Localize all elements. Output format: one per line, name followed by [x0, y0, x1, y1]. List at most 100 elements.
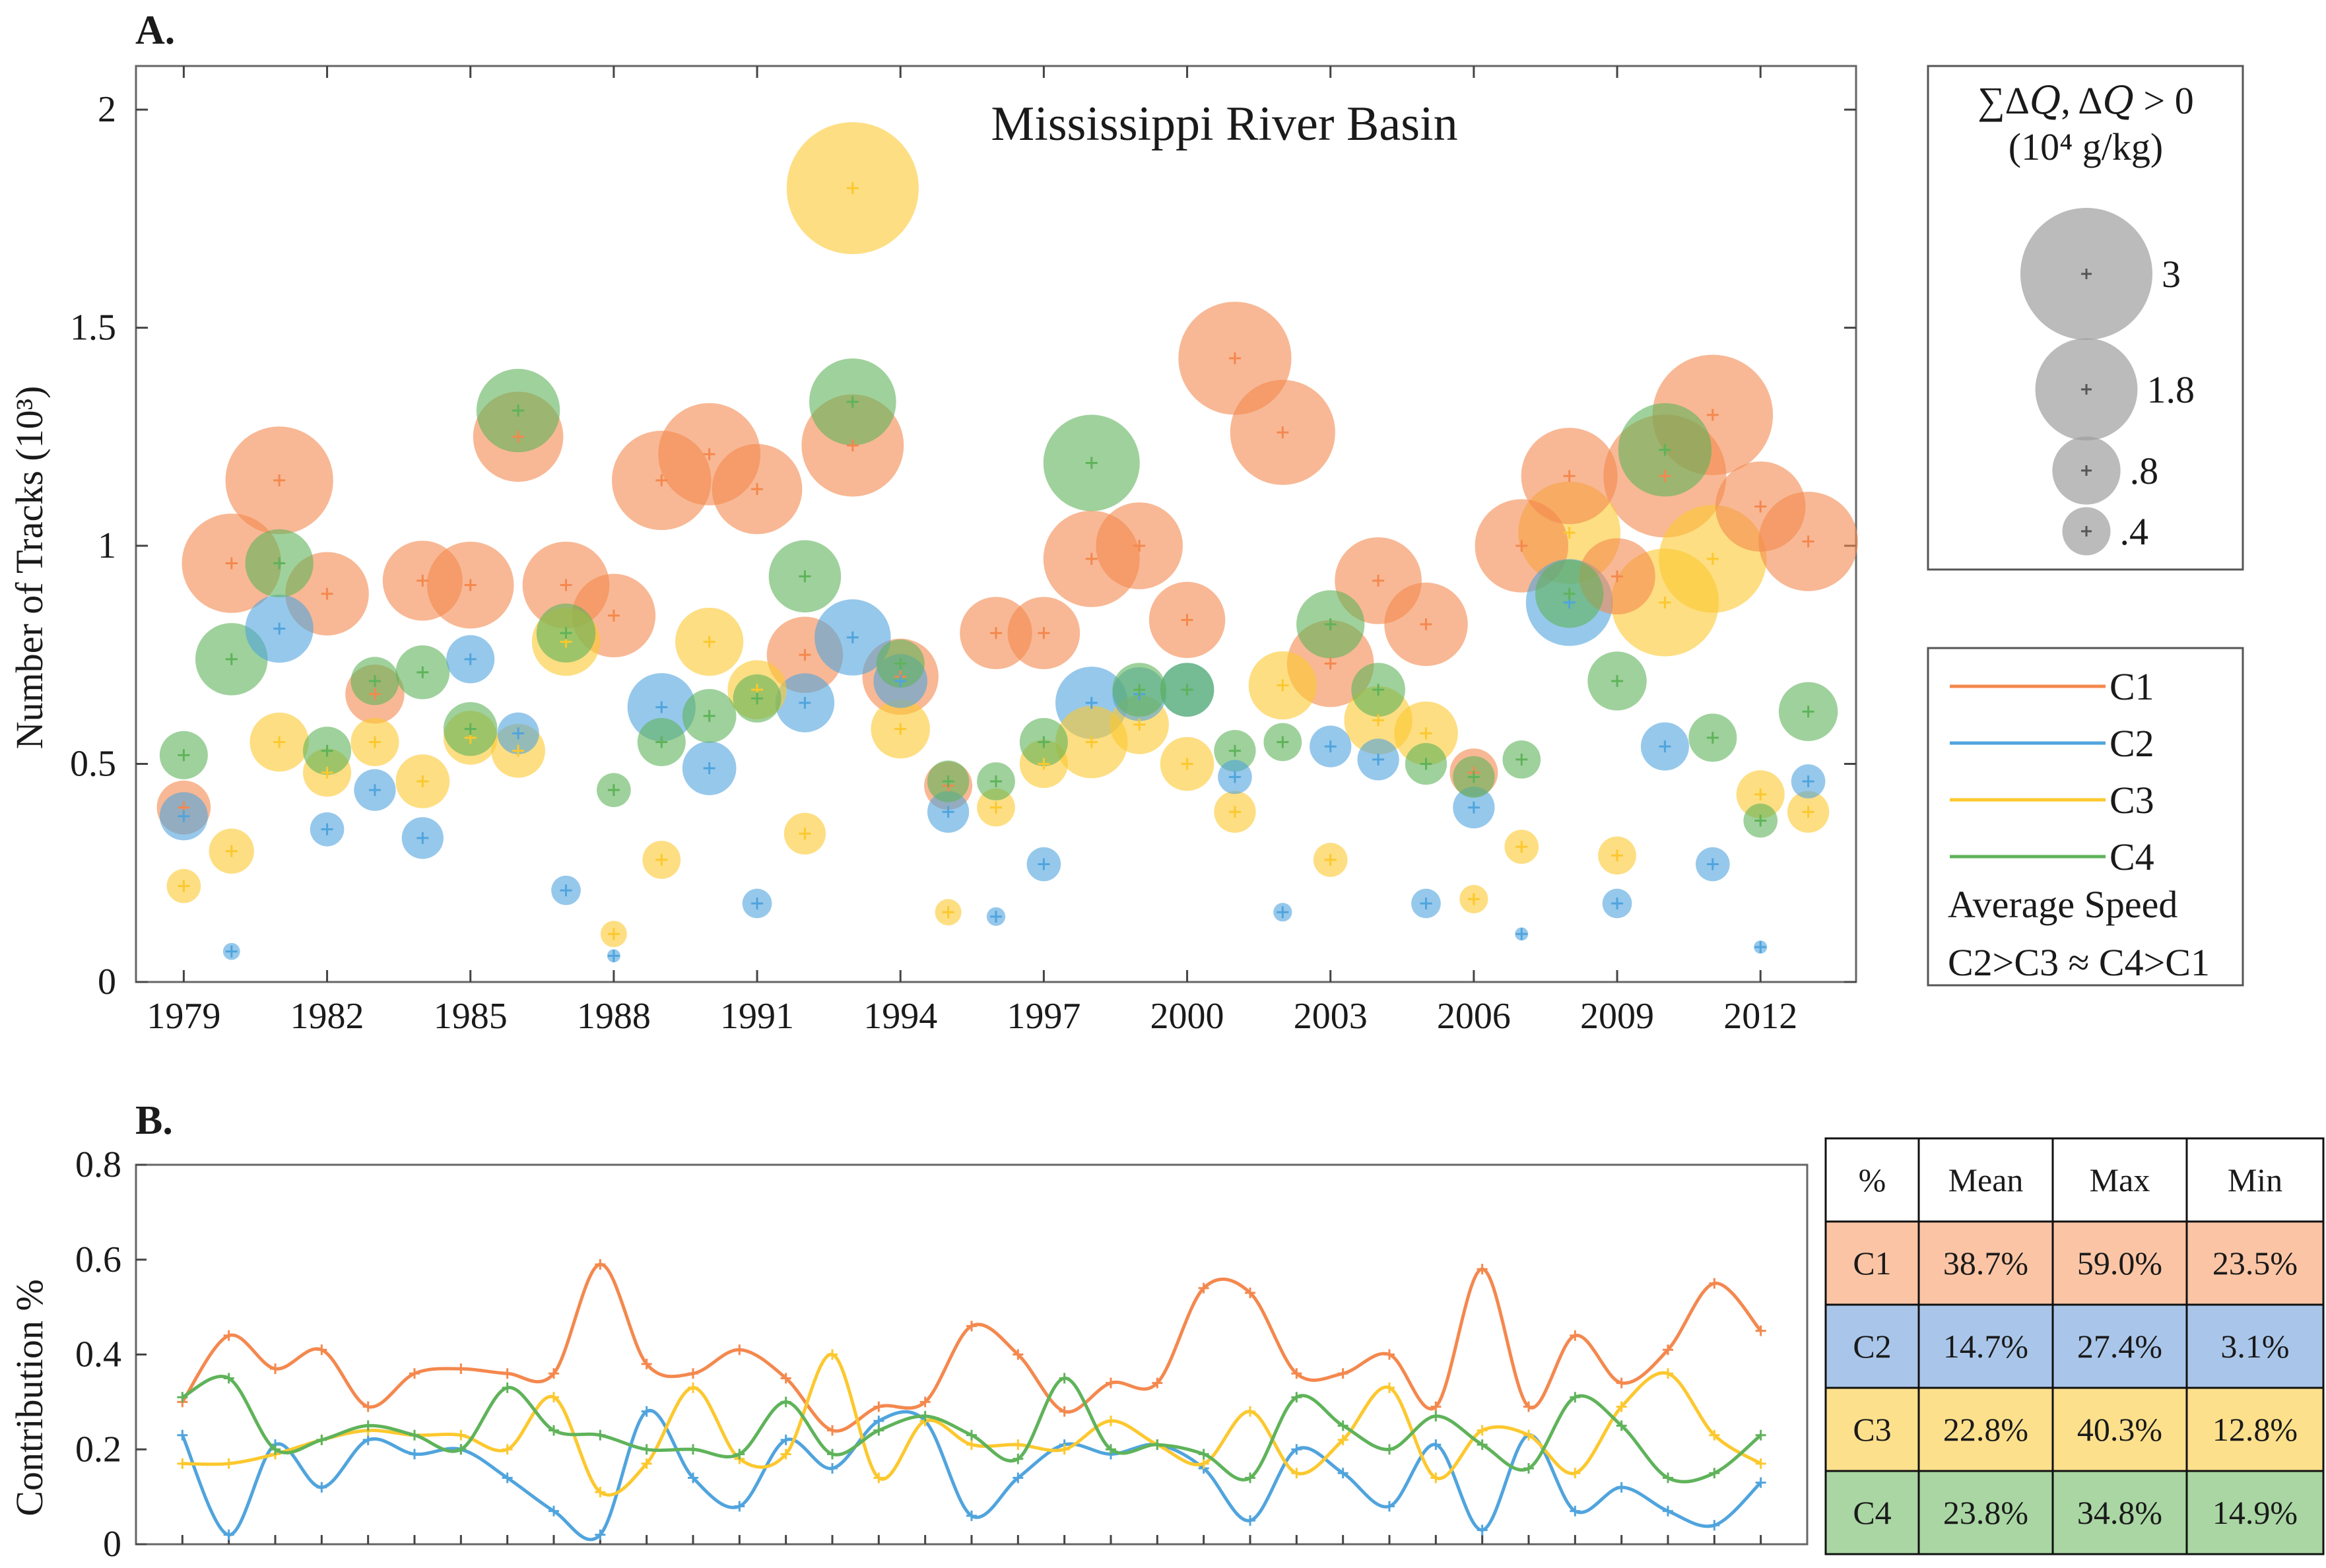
point-c2	[1663, 1505, 1673, 1517]
point-c2	[1291, 1444, 1302, 1455]
bubble-center-c2	[751, 898, 764, 910]
table-cell-text: 59.0%	[2077, 1245, 2162, 1282]
point-c1	[919, 1396, 931, 1408]
bubble-center-c3	[1038, 758, 1050, 770]
bubble-center-c3	[1706, 552, 1719, 565]
bubble-center-c4	[655, 736, 668, 748]
table-cell-text: 27.4%	[2077, 1328, 2162, 1365]
point-c1	[966, 1321, 977, 1332]
bubble-center-c4	[1420, 758, 1432, 770]
table-cell	[2051, 1470, 2188, 1555]
point-c4	[270, 1444, 281, 1455]
point-c3	[780, 1449, 791, 1460]
table-header-text: Mean	[1948, 1161, 2024, 1198]
bubble-center-c2	[178, 810, 190, 822]
bubble-center-c2	[560, 884, 572, 897]
size-legend-label: 3	[2162, 253, 2181, 296]
bubble-center-c3	[1467, 893, 1480, 905]
point-c3	[502, 1444, 513, 1455]
point-c4	[1384, 1444, 1395, 1455]
bubble-center-c1	[1085, 552, 1098, 565]
y-tick-label-a: 0.5	[70, 744, 116, 785]
point-c4	[1013, 1453, 1024, 1464]
table-cell-text: 34.8%	[2077, 1494, 2162, 1531]
point-c4	[502, 1382, 513, 1393]
table-header-text: %	[1859, 1161, 1886, 1198]
x-tick-label-a: 1985	[434, 996, 508, 1037]
bubble-center-c3	[1324, 853, 1337, 866]
line-legend: C1 C2 C3 C4 Average Speed C2>C3 ≈ C4>C1	[1927, 647, 2244, 987]
x-tick-label-a: 1994	[863, 996, 937, 1037]
point-c2	[966, 1510, 977, 1521]
x-tick-label-a: 2003	[1294, 996, 1368, 1037]
bubble-center-c1	[607, 609, 620, 622]
point-c4	[641, 1444, 652, 1455]
bubble-center-c1	[512, 430, 525, 443]
bubble-center-c4	[1659, 443, 1671, 456]
size-legend-title-line2: (10⁴ g/kg)	[2009, 125, 2163, 168]
bubble-center-c2	[1277, 906, 1289, 919]
bubble-center-c3	[273, 736, 286, 748]
point-c4	[919, 1410, 931, 1421]
bubble-center-c1	[1277, 426, 1289, 439]
bubble-center-c4	[1563, 587, 1576, 600]
size-legend-label: .8	[2130, 449, 2159, 492]
legend-label-c3: C3	[2110, 779, 2154, 822]
panel-b-label: B.	[135, 1098, 173, 1143]
point-c1	[1663, 1344, 1673, 1356]
bubble-center-c1	[1754, 500, 1767, 513]
point-c4	[409, 1429, 420, 1441]
point-c3	[595, 1486, 606, 1497]
point-c1	[270, 1363, 281, 1375]
point-c1	[1384, 1349, 1395, 1360]
bubble-center-c2	[942, 806, 954, 818]
bubble-center-c4	[273, 557, 286, 570]
point-c3	[1663, 1368, 1673, 1379]
y-tick-label-b: 0.8	[75, 1144, 121, 1185]
bubble-center-c4	[703, 709, 715, 722]
point-c1	[223, 1330, 234, 1341]
point-c1	[780, 1373, 791, 1384]
table-cell	[1824, 1470, 1920, 1555]
point-c2	[1337, 1468, 1348, 1479]
bubble-center-c2	[1659, 740, 1671, 753]
bubble-center-c3	[942, 906, 954, 919]
bubble-center-c1	[1420, 618, 1432, 631]
point-c3	[1570, 1468, 1581, 1479]
point-c3	[1709, 1429, 1720, 1441]
bubble-center-c1	[799, 649, 811, 661]
bubble-center-c3	[368, 736, 381, 748]
bubble-center-c4	[416, 666, 429, 678]
bubble-center-c1	[751, 483, 764, 496]
table-cell	[2185, 1220, 2325, 1306]
legend-label-c1: C1	[2110, 665, 2154, 708]
bubble-center-c2	[1611, 898, 1624, 910]
legend-label-c2: C2	[2110, 722, 2154, 765]
point-c1	[1570, 1330, 1581, 1341]
point-c2	[1477, 1524, 1488, 1536]
point-c4	[362, 1420, 374, 1431]
bubble-center-c1	[1372, 574, 1385, 587]
point-c3	[223, 1458, 234, 1469]
point-c4	[1152, 1439, 1163, 1451]
bubble-center-c3	[1659, 596, 1671, 608]
size-legend-bubble-center	[2081, 526, 2092, 537]
line-c2	[181, 1408, 1762, 1542]
y-tick-label-a: 1.5	[70, 308, 116, 348]
y-tick-label-b: 0	[103, 1524, 121, 1565]
table-header-cell	[2185, 1137, 2325, 1223]
point-c1	[316, 1344, 327, 1356]
bubble-center-c1	[1133, 540, 1146, 552]
bubble-center-c1	[703, 448, 715, 461]
bubble-center-c2	[1038, 858, 1050, 870]
y-axis-title-a: Number of Tracks (10³)	[8, 386, 51, 750]
bubble-center-c1	[416, 574, 429, 587]
point-c4	[595, 1429, 606, 1441]
x-tick-label-a: 1979	[147, 996, 220, 1037]
bubble-center-c3	[1085, 736, 1098, 748]
point-c2	[502, 1472, 513, 1484]
table-header-cell	[2051, 1137, 2188, 1223]
bubble-center-c2	[1228, 771, 1241, 783]
point-c2	[780, 1434, 791, 1445]
